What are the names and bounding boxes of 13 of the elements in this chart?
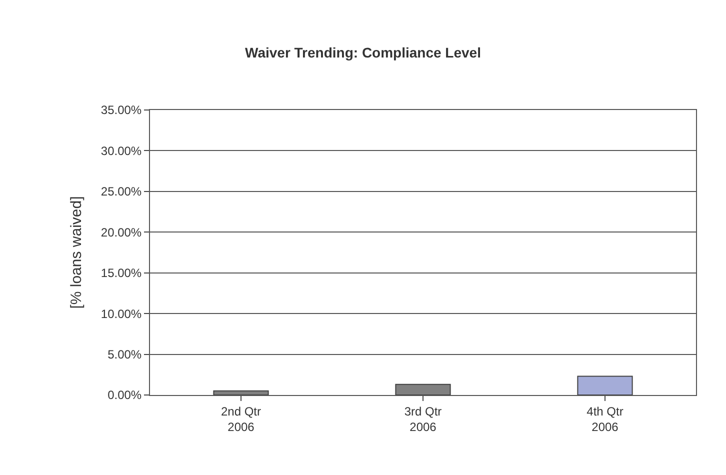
x-tick-label: 3rd Qtr 2006 <box>404 404 442 434</box>
y-tick-label: 35.00% <box>100 103 142 118</box>
x-tick-label: 2nd Qtr 2006 <box>220 404 262 434</box>
y-tick-label: 20.00% <box>100 225 142 240</box>
y-tick-label: 25.00% <box>100 184 142 199</box>
y-axis-title: [% loans waived] <box>68 196 86 309</box>
y-tick-label: 5.00% <box>108 347 142 362</box>
y-tick-label: 15.00% <box>100 266 142 280</box>
y-tick-label: 0.00% <box>108 388 142 402</box>
chart-title: Waiver Trending: Compliance Level <box>245 44 481 60</box>
y-tick-label: 30.00% <box>100 144 142 158</box>
y-tick-label: 10.00% <box>100 306 142 321</box>
x-tick-label: 4th Qtr 2006 <box>586 404 624 434</box>
